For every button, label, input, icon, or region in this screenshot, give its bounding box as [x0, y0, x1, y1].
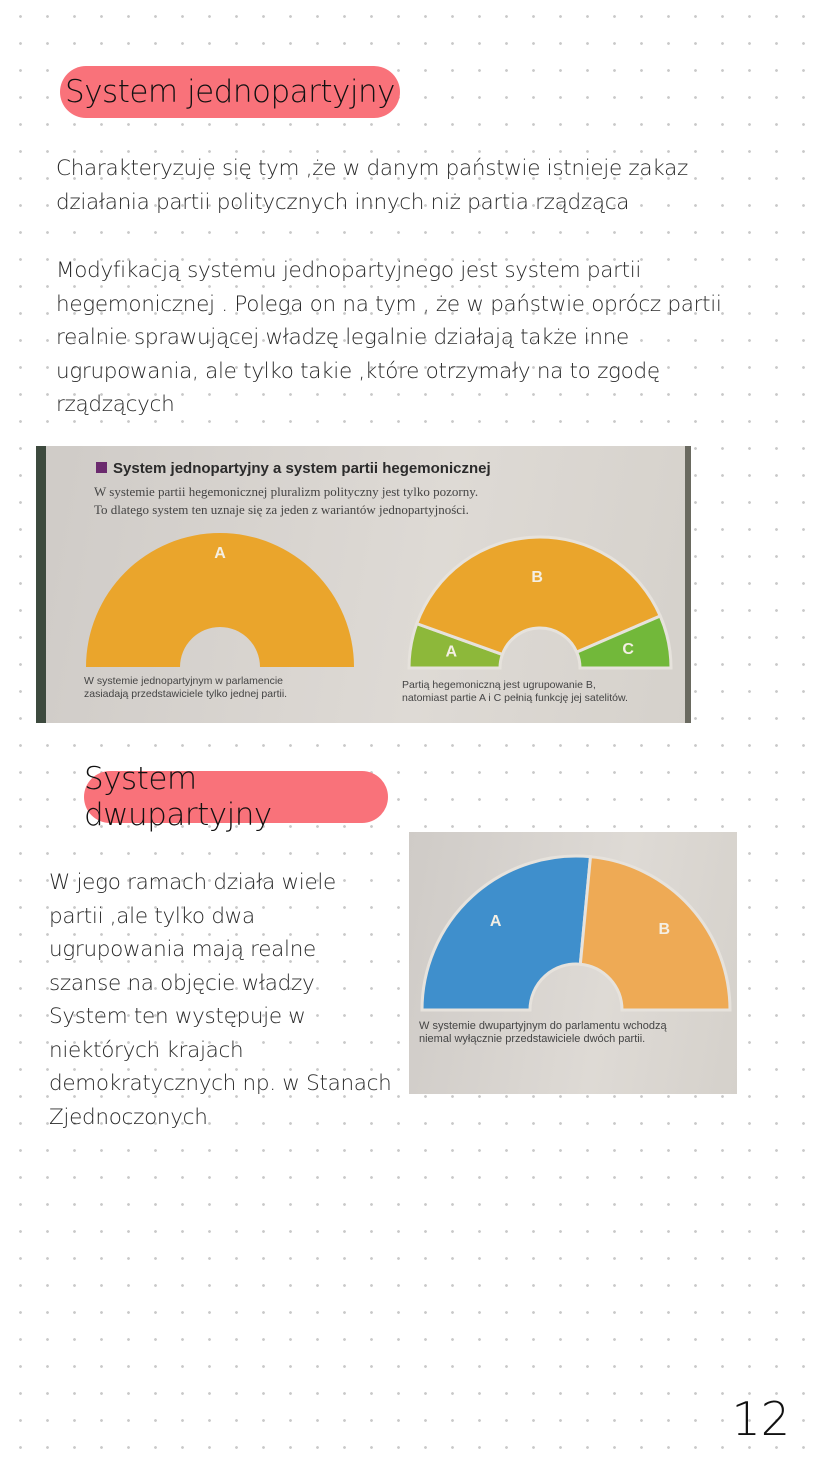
- caption-line: W systemie dwupartyjnym do parlamentu wc…: [419, 1020, 667, 1032]
- segment-label-C: C: [622, 641, 634, 658]
- segment-label-A: A: [214, 545, 226, 562]
- segment-label-B: B: [531, 569, 543, 586]
- segment-A: [420, 854, 593, 1012]
- text-line: ugrupowania mają realne: [49, 937, 316, 962]
- text-line: System ten występuje w: [49, 1004, 306, 1029]
- text-line: Modyfikacją systemu jednopartyjnego jest…: [56, 258, 642, 283]
- paragraph-hegemonic: Modyfikacją systemu jednopartyjnego jest…: [56, 254, 722, 422]
- photo-title-text: System jednopartyjny a system partii heg…: [113, 460, 491, 477]
- segment-C: [574, 614, 673, 670]
- text-line: rządzących: [56, 392, 175, 417]
- photo-text-line: To dlatego system ten uznaje się za jede…: [94, 502, 469, 517]
- caption: W systemie dwupartyjnym do parlamentu wc…: [419, 1020, 667, 1046]
- segment-B: [414, 535, 663, 657]
- left-caption: W systemie jednopartyjnym w parlamencie …: [84, 675, 287, 701]
- text-line: działania partii politycznych innych niż…: [56, 189, 630, 215]
- photo-edge: [685, 446, 691, 723]
- text-line: W jego ramach działa wiele: [49, 870, 336, 895]
- text-line: partii ,ale tylko dwa: [49, 903, 255, 929]
- text-line: realnie sprawującej władzę legalnie dzia…: [56, 325, 629, 350]
- photo-edge: [36, 446, 46, 723]
- parliament-diagrams: A A B C: [86, 533, 673, 670]
- text-line: hegemonicznej . Polega on na tym , że w …: [56, 291, 722, 317]
- caption-line: zasiadają przedstawiciele tylko jednej p…: [84, 688, 288, 700]
- segment-label-A: A: [446, 644, 458, 661]
- segment-label-A: A: [490, 913, 502, 930]
- photo-title: System jednopartyjny a system partii heg…: [96, 460, 491, 477]
- text-line: ugrupowania, ale tylko takie ,które otrz…: [56, 358, 660, 384]
- paragraph-two-party: W jego ramach działa wiele partii ,ale t…: [49, 866, 392, 1134]
- text-line: niektórych krajach: [49, 1037, 244, 1063]
- text-line: Charakteryzuje się tym ,że w danym państ…: [56, 156, 688, 181]
- caption-line: W systemie jednopartyjnym w parlamencie: [84, 675, 283, 687]
- caption-line: niemal wyłącznie przedstawiciele dwóch p…: [419, 1033, 646, 1045]
- segment-A: [86, 533, 354, 667]
- section-heading-two-party: System dwupartyjny: [84, 761, 388, 833]
- caption-line: Partią hegemoniczną jest ugrupowanie B,: [402, 679, 596, 691]
- segment-label-B: B: [659, 921, 671, 938]
- text-line: demokratycznych np. w Stanach: [49, 1071, 392, 1096]
- segment-B: [578, 855, 732, 1012]
- paragraph-definition: Charakteryzuje się tym ,że w danym państ…: [56, 152, 688, 219]
- right-caption: Partią hegemoniczną jest ugrupowanie B, …: [402, 679, 628, 705]
- text-line: szanse na objęcie władzy: [49, 970, 315, 996]
- section-heading-single-party: System jednopartyjny: [60, 66, 400, 118]
- text-line: Zjednoczonych: [49, 1104, 208, 1130]
- square-bullet-icon: [96, 462, 107, 473]
- textbook-photo-hegemonic: A A B C System jednopartyjny a system parti…: [36, 446, 691, 723]
- photo-text-line: W systemie partii hegemonicznej pluraliz…: [94, 484, 479, 499]
- page-number: 12: [731, 1392, 790, 1446]
- caption-line: natomiast partie A i C pełnią funkcję je…: [402, 692, 628, 704]
